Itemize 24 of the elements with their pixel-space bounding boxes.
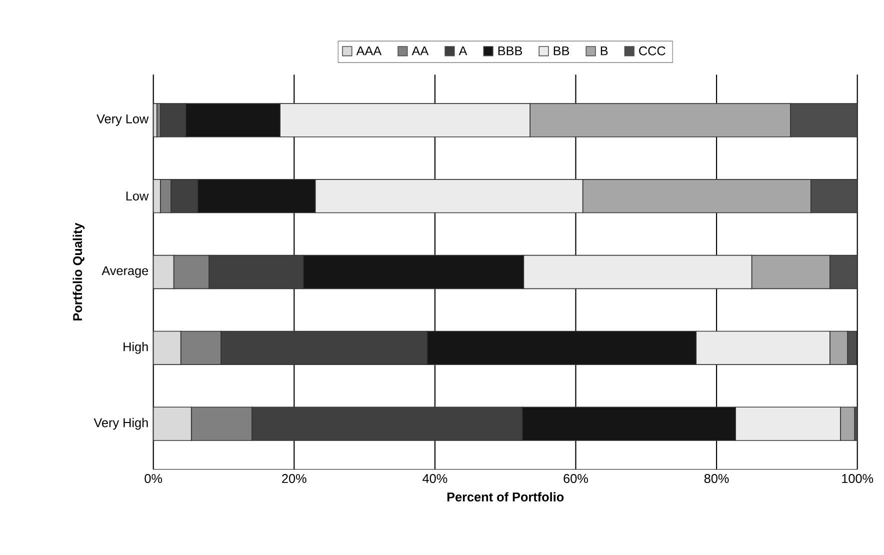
bar bbox=[153, 180, 160, 213]
legend-label: BB bbox=[554, 46, 570, 56]
bar bbox=[153, 255, 174, 290]
legend-label: AA bbox=[412, 46, 429, 56]
bar bbox=[153, 330, 182, 366]
legend-label: BBB bbox=[498, 46, 522, 56]
x-tick-label: 100% bbox=[842, 474, 874, 484]
legend-label: CCC bbox=[639, 46, 666, 56]
y-tick-label: Average bbox=[102, 266, 148, 278]
x-tick-label: 80% bbox=[704, 474, 729, 484]
legend-label: AAA bbox=[356, 46, 382, 56]
y-tick-label: Low bbox=[126, 192, 149, 201]
y-tick-label: Very High bbox=[94, 418, 148, 430]
legend-label: B bbox=[600, 46, 608, 56]
x-tick-label: 60% bbox=[564, 474, 588, 484]
x-tick-label: 0% bbox=[144, 474, 162, 484]
y-tick-label: Very Low bbox=[96, 114, 149, 126]
y-tick-label: High bbox=[124, 342, 148, 354]
legend-label: A bbox=[458, 46, 468, 56]
x-tick-label: 20% bbox=[282, 474, 306, 484]
y-axis-title: Portfolio Quality bbox=[72, 222, 85, 321]
x-tick-label: 40% bbox=[422, 474, 448, 484]
x-axis-title: Percent of Portfolio bbox=[447, 492, 564, 502]
bar bbox=[153, 406, 192, 442]
